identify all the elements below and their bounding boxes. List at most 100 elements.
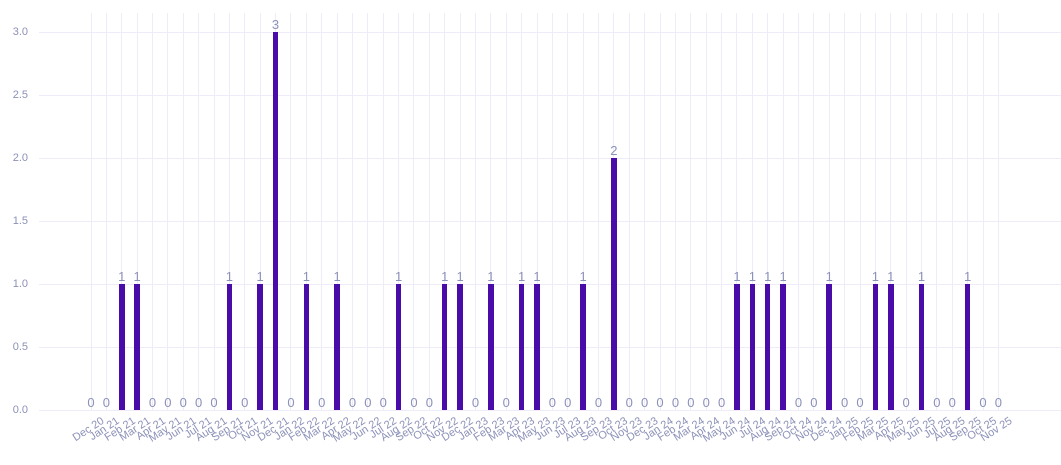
v-gridline	[259, 13, 261, 410]
bar-value-label: 0	[548, 395, 556, 410]
v-gridline	[721, 13, 723, 410]
bar-value-label: 1	[118, 269, 126, 284]
y-axis-label: 0.0	[12, 404, 28, 416]
v-gridline	[705, 13, 707, 410]
v-gridline	[797, 13, 799, 410]
v-gridline	[336, 13, 338, 410]
bar[interactable]	[303, 284, 310, 410]
bar-value-label: 1	[487, 269, 495, 284]
h-gridline	[39, 158, 1061, 159]
bar[interactable]	[441, 284, 448, 410]
bar[interactable]	[611, 158, 617, 410]
v-gridline	[521, 13, 523, 410]
bar-value-label: 0	[195, 395, 203, 410]
bar[interactable]	[764, 284, 771, 410]
bar-value-label: 0	[364, 395, 372, 410]
bar[interactable]	[457, 284, 463, 410]
bar-value-label: 0	[87, 395, 95, 410]
bar-value-label: 0	[671, 395, 680, 410]
v-gridline	[198, 13, 200, 410]
bar[interactable]	[272, 32, 279, 410]
bar-value-label: 1	[225, 269, 234, 284]
v-gridline	[90, 13, 92, 410]
bar-value-label: 0	[594, 395, 603, 410]
v-gridline	[228, 13, 230, 410]
bar-value-label: 0	[241, 395, 249, 410]
v-gridline	[321, 13, 323, 410]
h-gridline	[39, 284, 1061, 285]
bar-value-label: 1	[964, 269, 972, 284]
v-gridline	[921, 13, 923, 410]
bar-value-label: 0	[994, 395, 1003, 410]
bar-value-label: 1	[533, 269, 541, 284]
bar[interactable]	[580, 284, 586, 410]
bar[interactable]	[488, 284, 494, 410]
y-axis-label: 1.5	[12, 215, 28, 227]
v-gridline	[459, 13, 461, 410]
bar-value-label: 0	[471, 395, 480, 410]
bar[interactable]	[334, 284, 340, 410]
v-gridline	[644, 13, 646, 410]
bar[interactable]	[226, 284, 233, 410]
v-gridline	[982, 13, 984, 410]
bar-value-label: 0	[379, 395, 387, 410]
bar[interactable]	[134, 284, 140, 410]
v-gridline	[567, 13, 569, 410]
bar[interactable]	[918, 284, 925, 410]
v-gridline	[674, 13, 676, 410]
v-gridline	[475, 13, 476, 410]
bar[interactable]	[734, 284, 740, 410]
bar-value-label: 3	[271, 17, 280, 32]
bar-value-label: 1	[456, 269, 464, 284]
h-gridline	[39, 32, 1061, 33]
bar-value-label: 0	[979, 395, 987, 410]
h-gridline	[39, 95, 1061, 96]
v-gridline	[382, 13, 384, 410]
v-gridline	[828, 13, 830, 410]
bar[interactable]	[119, 284, 125, 410]
v-gridline	[398, 13, 400, 410]
bar[interactable]	[964, 284, 971, 410]
bar-value-label: 0	[410, 395, 418, 410]
v-gridline	[244, 13, 246, 410]
bar-value-label: 0	[702, 395, 710, 410]
bar[interactable]	[518, 284, 525, 410]
v-gridline	[767, 13, 769, 410]
y-axis-label: 2.5	[12, 89, 28, 101]
v-gridline	[874, 13, 876, 410]
bar-value-label: 1	[733, 269, 741, 284]
bar[interactable]	[888, 284, 894, 410]
bar[interactable]	[826, 284, 832, 410]
bar-value-label: 0	[210, 395, 218, 410]
v-gridline	[367, 13, 369, 410]
bar-value-label: 0	[856, 395, 864, 410]
v-gridline	[105, 13, 107, 410]
bar[interactable]	[395, 284, 402, 410]
bar-value-label: 0	[656, 395, 664, 410]
bar-value-label: 0	[502, 395, 510, 410]
v-gridline	[551, 13, 553, 410]
bar-value-label: 0	[933, 395, 941, 410]
y-axis-label: 1.0	[12, 278, 28, 290]
bar[interactable]	[257, 284, 263, 410]
bar[interactable]	[534, 284, 540, 410]
v-gridline	[782, 13, 784, 410]
bar-value-label: 1	[579, 269, 587, 284]
bar-value-label: 0	[687, 395, 695, 410]
v-gridline	[182, 13, 184, 410]
bar[interactable]	[780, 284, 786, 410]
bar-value-label: 0	[625, 395, 633, 410]
bar-value-label: 0	[641, 395, 649, 410]
h-gridline	[39, 347, 1061, 348]
bar[interactable]	[872, 284, 879, 410]
bar-value-label: 0	[717, 395, 726, 410]
bar[interactable]	[749, 284, 756, 410]
v-gridline	[505, 13, 507, 410]
v-gridline	[844, 13, 846, 410]
v-gridline	[659, 13, 661, 410]
bar-value-label: 1	[917, 269, 926, 284]
bar-value-label: 0	[948, 395, 956, 410]
v-gridline	[628, 13, 630, 410]
bar-value-label: 1	[748, 269, 756, 284]
bar-value-label: 1	[302, 269, 310, 284]
